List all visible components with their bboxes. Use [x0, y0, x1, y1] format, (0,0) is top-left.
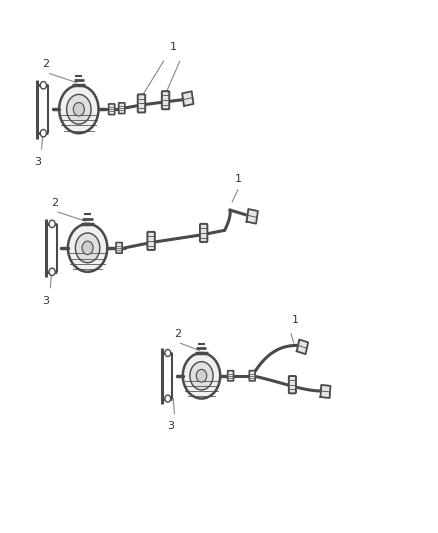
- Text: 1: 1: [234, 174, 241, 184]
- Circle shape: [82, 241, 93, 255]
- FancyBboxPatch shape: [289, 376, 296, 393]
- Text: 3: 3: [34, 157, 41, 167]
- FancyBboxPatch shape: [249, 370, 255, 381]
- Circle shape: [190, 361, 213, 390]
- FancyBboxPatch shape: [200, 224, 208, 242]
- Circle shape: [49, 220, 55, 228]
- Text: 2: 2: [42, 59, 49, 69]
- Circle shape: [67, 94, 91, 124]
- Polygon shape: [297, 340, 308, 354]
- Circle shape: [183, 353, 220, 399]
- FancyBboxPatch shape: [116, 243, 122, 253]
- FancyBboxPatch shape: [138, 94, 145, 112]
- Circle shape: [165, 395, 171, 402]
- Polygon shape: [247, 209, 258, 224]
- Circle shape: [49, 268, 55, 276]
- Text: 3: 3: [42, 296, 49, 306]
- FancyBboxPatch shape: [119, 103, 125, 114]
- Circle shape: [68, 224, 107, 272]
- FancyBboxPatch shape: [162, 91, 169, 109]
- Circle shape: [40, 130, 46, 137]
- Text: 1: 1: [292, 315, 299, 325]
- Text: 1: 1: [170, 42, 177, 52]
- Circle shape: [75, 233, 100, 263]
- Circle shape: [40, 82, 46, 89]
- Text: 2: 2: [51, 198, 58, 208]
- Text: 3: 3: [167, 421, 174, 431]
- FancyBboxPatch shape: [228, 370, 233, 381]
- Circle shape: [59, 85, 99, 133]
- FancyBboxPatch shape: [109, 104, 115, 115]
- Text: 2: 2: [174, 329, 181, 340]
- Polygon shape: [321, 385, 330, 398]
- Circle shape: [73, 102, 85, 116]
- FancyBboxPatch shape: [147, 232, 155, 250]
- Circle shape: [196, 369, 207, 382]
- Polygon shape: [182, 91, 194, 106]
- Circle shape: [165, 350, 171, 357]
